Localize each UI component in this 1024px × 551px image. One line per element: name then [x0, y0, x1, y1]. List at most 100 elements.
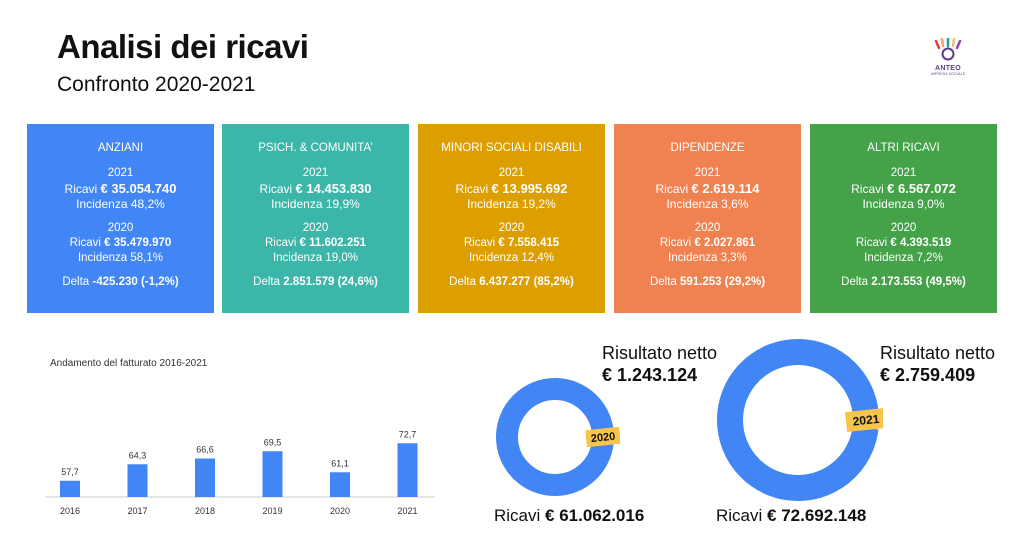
- bar-2019: [262, 451, 283, 497]
- card-delta-label: Delta: [449, 276, 477, 288]
- card-ricavi-label: Ricavi: [455, 182, 489, 196]
- revenue-bar-chart: 57,7 2016 64,3 2017 66,6 2018 69,5 2019 61,1 2020…: [45, 429, 435, 516]
- card-delta-value: 2.173.553 (49,5%): [871, 276, 966, 288]
- card-ricavi-2020: Ricavi € 4.393.519: [810, 236, 997, 251]
- card-incidenza-2020: Incidenza 7,2%: [864, 252, 943, 264]
- card-incidenza-2021: Incidenza 48,2%: [76, 197, 165, 211]
- card-delta-value: 591.253 (29,2%): [680, 276, 766, 288]
- card-year-2020: 2020: [694, 222, 721, 234]
- card-year-2020: 2020: [107, 222, 134, 234]
- card-delta-value: 6.437.277 (85,2%): [479, 276, 574, 288]
- card-ricavi-label: Ricavi: [259, 182, 293, 196]
- card-psich-comunita: PSICH. & COMUNITA’ 2021 Ricavi € 14.453.83…: [222, 124, 409, 313]
- donut-chart-2021: 2021: [717, 339, 883, 501]
- card-delta-value: -425.230 (-1,2%): [92, 276, 179, 288]
- card-ricavi-2020: Ricavi € 7.558.415: [418, 236, 605, 251]
- logo-icon: [934, 37, 962, 61]
- donut-revenue-ring: [717, 339, 879, 501]
- card-altri-ricavi: ALTRI RICAVI 2021 Ricavi € 6.567.072 Incide…: [810, 124, 997, 313]
- card-year-2021: 2021: [890, 167, 917, 179]
- card-delta: Delta 2.173.553 (49,5%): [810, 275, 997, 290]
- card-ricavi-label: Ricavi: [264, 237, 297, 249]
- net-result-2021-label: Risultato netto: [880, 343, 996, 363]
- card-category: DIPENDENZE: [670, 142, 745, 154]
- card-year-2021: 2021: [694, 167, 721, 179]
- revenue-2021-label: Ricavi: [716, 506, 763, 525]
- card-ricavi-label: Ricavi: [463, 237, 496, 249]
- revenue-2020: Ricavi € 61.062.016: [494, 506, 644, 526]
- logo-text: ANTEO: [935, 65, 961, 72]
- bar-value-label: 69,5: [264, 437, 282, 447]
- bar-2017: [127, 464, 148, 497]
- x-tick-label: 2020: [330, 506, 350, 516]
- card-ricavi-2021-value: € 6.567.072: [887, 181, 956, 196]
- card-ricavi-label: Ricavi: [851, 182, 884, 196]
- card-ricavi-2020-value: € 2.027.861: [694, 237, 756, 249]
- revenue-2020-value: € 61.062.016: [545, 506, 645, 525]
- card-ricavi-2020-value: € 4.393.519: [890, 237, 952, 249]
- card-delta-value: 2.851.579 (24,6%): [283, 276, 378, 288]
- card-delta: Delta 591.253 (29,2%): [614, 275, 801, 290]
- card-ricavi-2021-value: € 35.054.740: [100, 181, 177, 196]
- x-tick-label: 2021: [397, 506, 417, 516]
- card-ricavi-label: Ricavi: [69, 237, 101, 249]
- card-incidenza-2020: Incidenza 19,0%: [272, 252, 359, 264]
- card-year-2020: 2020: [890, 222, 917, 234]
- card-ricavi-2020-value: € 11.602.251: [299, 237, 367, 249]
- card-incidenza-2020: Incidenza 58,1%: [77, 252, 164, 264]
- card-category: ANZIANI: [97, 142, 144, 154]
- card-dipendenze: DIPENDENZE 2021 Ricavi € 2.619.114 Incidenz…: [614, 124, 801, 313]
- card-incidenza-2021: Incidenza 9,0%: [862, 197, 945, 211]
- year-tag-label: 2020: [590, 431, 616, 445]
- company-logo: ANTEO IMPRESA SOCIALE: [926, 37, 970, 76]
- revenue-2021: Ricavi € 72.692.148: [716, 506, 866, 526]
- net-result-2021-value: € 2.759.409: [880, 365, 976, 385]
- x-tick-label: 2017: [127, 506, 147, 516]
- net-result-2020-label: Risultato netto: [602, 343, 718, 363]
- card-delta-label: Delta: [649, 276, 677, 288]
- page-title: Analisi dei ricavi: [57, 28, 309, 65]
- card-ricavi-2020: Ricavi € 11.602.251: [222, 236, 409, 251]
- card-ricavi-2021-value: € 2.619.114: [691, 181, 760, 196]
- card-year-2021: 2021: [107, 167, 134, 179]
- card-year-2021: 2021: [302, 167, 329, 179]
- card-ricavi-2021: Ricavi € 2.619.114: [614, 181, 801, 197]
- bar-value-label: 64,3: [129, 450, 147, 460]
- card-ricavi-label: Ricavi: [659, 237, 692, 249]
- bar-value-label: 72,7: [399, 429, 417, 439]
- card-year-2020: 2020: [498, 222, 525, 234]
- card-year-2020: 2020: [302, 222, 329, 234]
- donut-year-tag: 2021: [845, 407, 883, 433]
- year-tag-bg: [585, 426, 620, 448]
- card-delta: Delta 6.437.277 (85,2%): [418, 275, 605, 290]
- card-category: PSICH. & COMUNITA’: [258, 142, 373, 154]
- bar-value-label: 57,7: [61, 467, 79, 477]
- card-ricavi-2020: Ricavi € 35.479.970: [27, 236, 214, 251]
- page-subtitle: Confronto 2020-2021: [57, 73, 256, 96]
- x-tick-label: 2018: [195, 506, 215, 516]
- card-incidenza-2021: Incidenza 19,2%: [467, 197, 556, 211]
- donut-chart-2020: 2020: [496, 378, 620, 496]
- x-tick-label: 2016: [60, 506, 80, 516]
- year-tag-label: 2021: [852, 412, 880, 429]
- card-delta: Delta 2.851.579 (24,6%): [222, 275, 409, 290]
- card-ricavi-2020-value: € 35.479.970: [104, 237, 172, 249]
- bar-2020: [330, 472, 350, 497]
- card-ricavi-2021: Ricavi € 6.567.072: [810, 181, 997, 197]
- bar-value-label: 61,1: [331, 458, 349, 468]
- card-incidenza-2020: Incidenza 3,3%: [668, 252, 747, 264]
- donut-year-tag: 2020: [585, 426, 620, 448]
- bar-value-label: 66,6: [196, 445, 214, 455]
- net-result-2020: Risultato netto € 1.243.124: [602, 342, 717, 386]
- card-ricavi-2021-value: € 14.453.830: [295, 181, 372, 196]
- card-year-2021: 2021: [498, 167, 525, 179]
- bar-2016: [60, 480, 80, 497]
- card-ricavi-2021-value: € 13.995.692: [491, 181, 568, 196]
- card-delta-label: Delta: [841, 276, 869, 288]
- card-ricavi-label: Ricavi: [64, 182, 98, 196]
- revenue-2021-value: € 72.692.148: [767, 506, 867, 525]
- card-category: MINORI SOCIALI DISABILI: [441, 142, 582, 154]
- card-anziani: ANZIANI 2021 Ricavi € 35.054.740 Incidenza …: [27, 124, 214, 313]
- revenue-2020-label: Ricavi: [494, 506, 541, 525]
- year-tag-bg: [845, 407, 883, 433]
